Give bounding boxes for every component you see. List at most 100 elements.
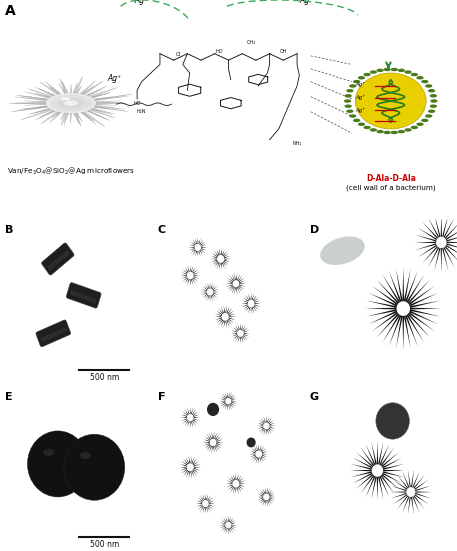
Polygon shape	[198, 505, 203, 510]
Polygon shape	[428, 217, 439, 238]
Polygon shape	[205, 507, 206, 514]
Polygon shape	[197, 500, 202, 503]
Polygon shape	[260, 457, 261, 463]
Polygon shape	[193, 414, 200, 417]
Ellipse shape	[80, 452, 90, 460]
Polygon shape	[266, 500, 268, 507]
Polygon shape	[377, 477, 378, 500]
Text: Van/Fe$_3$O$_4$@SiO$_2$@Ag microflowers: Van/Fe$_3$O$_4$@SiO$_2$@Ag microflowers	[7, 165, 135, 177]
Polygon shape	[87, 107, 115, 114]
Polygon shape	[215, 316, 222, 317]
Polygon shape	[267, 416, 269, 423]
Polygon shape	[256, 457, 258, 463]
Polygon shape	[215, 445, 220, 451]
Polygon shape	[214, 251, 218, 256]
Polygon shape	[84, 109, 110, 121]
Polygon shape	[236, 287, 237, 295]
Polygon shape	[208, 500, 214, 503]
Polygon shape	[258, 458, 259, 464]
Polygon shape	[80, 89, 101, 99]
Polygon shape	[203, 442, 210, 443]
Text: 500 nm: 500 nm	[394, 541, 423, 549]
Polygon shape	[239, 284, 246, 287]
Polygon shape	[233, 335, 238, 339]
Polygon shape	[228, 391, 229, 398]
Polygon shape	[45, 82, 64, 96]
Polygon shape	[219, 402, 225, 404]
Polygon shape	[228, 314, 235, 316]
Polygon shape	[52, 109, 64, 118]
Polygon shape	[269, 499, 274, 503]
Text: Ag⁺: Ag⁺	[135, 0, 149, 5]
Polygon shape	[214, 446, 218, 453]
Polygon shape	[215, 317, 222, 320]
Polygon shape	[223, 517, 227, 523]
Polygon shape	[181, 275, 187, 276]
Polygon shape	[229, 316, 236, 317]
Polygon shape	[182, 419, 188, 424]
Polygon shape	[414, 495, 425, 510]
Ellipse shape	[421, 118, 429, 122]
Polygon shape	[228, 317, 235, 320]
Ellipse shape	[404, 71, 412, 74]
Polygon shape	[200, 506, 204, 512]
Polygon shape	[191, 279, 193, 285]
Polygon shape	[383, 458, 402, 468]
Polygon shape	[254, 304, 260, 307]
Polygon shape	[360, 447, 374, 466]
Polygon shape	[211, 258, 217, 260]
Polygon shape	[207, 495, 211, 501]
Polygon shape	[205, 284, 208, 289]
Polygon shape	[205, 295, 208, 300]
Polygon shape	[356, 452, 373, 467]
Polygon shape	[231, 522, 237, 525]
Ellipse shape	[64, 100, 78, 106]
Polygon shape	[186, 457, 189, 464]
Polygon shape	[256, 445, 258, 451]
Polygon shape	[261, 448, 266, 452]
FancyBboxPatch shape	[42, 243, 74, 275]
Polygon shape	[389, 271, 401, 302]
Polygon shape	[233, 327, 238, 332]
Polygon shape	[260, 457, 264, 462]
Polygon shape	[96, 102, 127, 104]
Polygon shape	[208, 505, 213, 510]
Polygon shape	[239, 483, 246, 484]
Polygon shape	[380, 447, 394, 466]
Polygon shape	[183, 458, 188, 464]
Text: CH₃: CH₃	[247, 40, 256, 46]
Polygon shape	[213, 294, 218, 298]
Polygon shape	[223, 527, 227, 533]
Polygon shape	[259, 491, 264, 495]
Polygon shape	[350, 470, 372, 471]
Polygon shape	[260, 446, 264, 451]
Polygon shape	[223, 253, 229, 257]
Polygon shape	[83, 106, 112, 115]
Polygon shape	[409, 311, 438, 325]
Polygon shape	[181, 418, 187, 421]
Polygon shape	[410, 309, 441, 317]
Polygon shape	[267, 429, 269, 436]
Polygon shape	[223, 262, 227, 267]
Polygon shape	[239, 280, 246, 283]
Ellipse shape	[207, 403, 219, 416]
Polygon shape	[434, 214, 441, 237]
Polygon shape	[223, 251, 227, 256]
Polygon shape	[221, 320, 224, 327]
Polygon shape	[414, 479, 429, 490]
Polygon shape	[257, 496, 263, 498]
Polygon shape	[214, 262, 218, 267]
Polygon shape	[262, 488, 266, 494]
Polygon shape	[205, 493, 206, 500]
Polygon shape	[232, 287, 235, 294]
Polygon shape	[356, 474, 373, 489]
Text: Ag⁺: Ag⁺	[356, 82, 366, 87]
Ellipse shape	[425, 84, 432, 88]
Polygon shape	[221, 520, 226, 523]
Ellipse shape	[398, 69, 405, 72]
Polygon shape	[19, 105, 52, 110]
Polygon shape	[189, 248, 195, 251]
Polygon shape	[231, 398, 237, 401]
Polygon shape	[196, 503, 202, 504]
Polygon shape	[244, 330, 250, 333]
